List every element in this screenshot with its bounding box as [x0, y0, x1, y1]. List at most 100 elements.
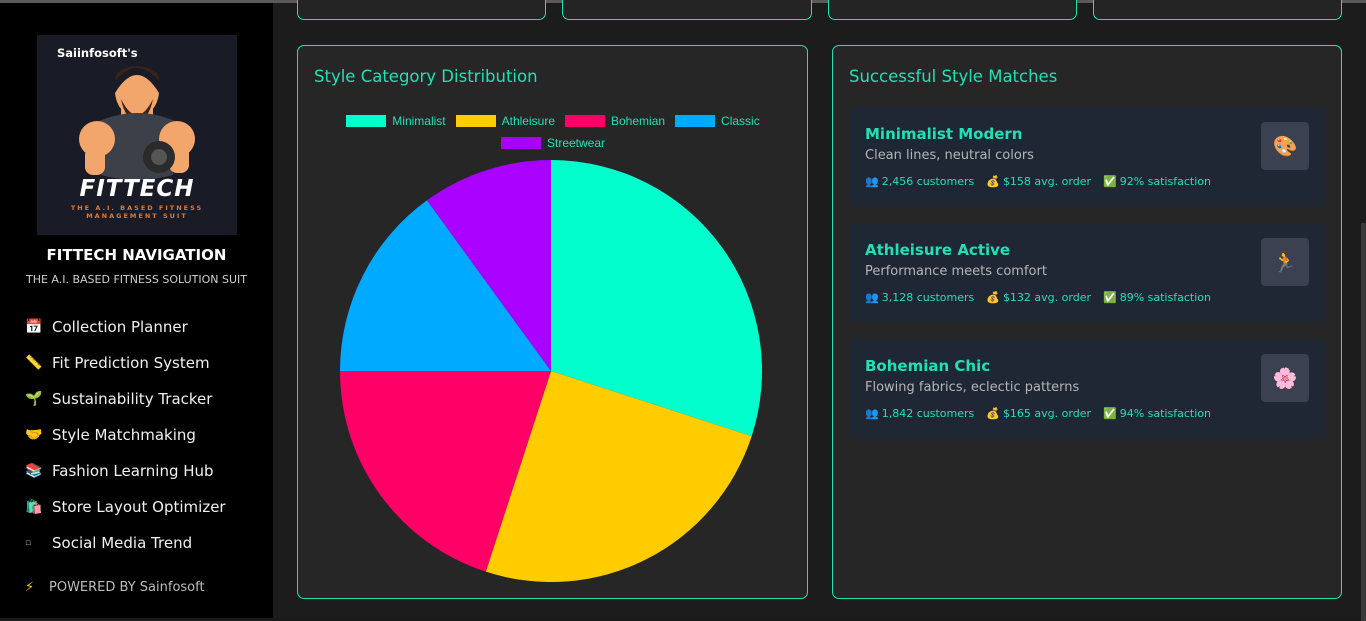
sidebar-item-social-media-trend[interactable]: ▫ Social Media Trend [25, 531, 192, 555]
pie-slice-athleisure[interactable] [485, 371, 752, 582]
customers-stat: 👥 3,128 customers [865, 291, 974, 304]
satisfaction-rate: 92% satisfaction [1119, 175, 1211, 188]
summary-card-stub [562, 0, 812, 20]
nav-subtitle: THE A.I. BASED FITNESS SOLUTION SUIT [25, 273, 248, 286]
avg-order: $158 avg. order [1002, 175, 1091, 188]
sidebar-item-fit-prediction[interactable]: 📏 Fit Prediction System [25, 351, 210, 375]
satisfaction-rate: 94% satisfaction [1119, 407, 1211, 420]
summary-card-stub [1093, 0, 1342, 20]
people-icon: 👥 [865, 291, 879, 304]
check-icon: ✅ [1103, 291, 1117, 304]
customers-stat: 👥 1,842 customers [865, 407, 974, 420]
logo-brand-top: Saiinfosoft's [57, 46, 138, 60]
sidebar-item-label: Fashion Learning Hub [52, 462, 214, 480]
pie-slice-minimalist[interactable] [551, 160, 762, 437]
legend-swatch [500, 137, 541, 149]
legend-swatch [565, 115, 605, 127]
customers-count: 2,456 customers [881, 175, 975, 188]
customers-count: 1,842 customers [881, 407, 975, 420]
order-stat: 💰 $132 avg. order [986, 291, 1091, 304]
sidebar-item-sustainability-tracker[interactable]: 🌱 Sustainability Tracker [25, 387, 212, 411]
sidebar-item-label: Collection Planner [52, 318, 188, 336]
avg-order: $132 avg. order [1002, 291, 1091, 304]
summary-card-stub [828, 0, 1077, 20]
legend-item-athleisure[interactable]: Athleisure [455, 114, 555, 128]
nav-title: FITTECH NAVIGATION [46, 246, 227, 264]
customers-count: 3,128 customers [881, 291, 975, 304]
sidebar-item-label: Store Layout Optimizer [52, 498, 226, 516]
legend-swatch [455, 115, 496, 127]
satisfaction-rate: 89% satisfaction [1119, 291, 1211, 304]
match-description: Flowing fabrics, eclectic patterns [865, 380, 1080, 395]
legend-label: Athleisure [501, 114, 555, 128]
match-description: Performance meets comfort [865, 264, 1047, 279]
match-name: Minimalist Modern [865, 125, 1023, 143]
sidebar-item-fashion-learning-hub[interactable]: 📚 Fashion Learning Hub [25, 459, 214, 483]
match-name: Athleisure Active [865, 241, 1011, 259]
sidebar-item-label: Sustainability Tracker [52, 390, 213, 408]
palette-icon: 🎨 [1261, 122, 1309, 170]
sidebar: Saiinfosoft's FITTECH THE A.I. BASED FIT… [0, 3, 273, 618]
match-stats: 👥 3,128 customers 💰 $132 avg. order ✅ 89% s… [865, 291, 1223, 304]
ruler-icon: 📏 [25, 355, 43, 371]
satisfaction-stat: ✅ 94% satisfaction [1103, 407, 1211, 420]
match-stats: 👥 2,456 customers 💰 $158 avg. order ✅ 92% s… [865, 175, 1223, 188]
sidebar-item-label: Style Matchmaking [52, 426, 196, 444]
style-distribution-panel: Style Category Distribution Minimalist At… [297, 45, 808, 599]
main-content: Style Category Distribution Minimalist At… [273, 0, 1366, 621]
customers-stat: 👥 2,456 customers [865, 175, 974, 188]
match-card-bohemian-chic[interactable]: Bohemian Chic Flowing fabrics, eclectic … [849, 339, 1325, 438]
logo-wordmark: FITTECH [79, 176, 195, 202]
satisfaction-stat: ✅ 89% satisfaction [1103, 291, 1211, 304]
legend-label: Minimalist [392, 114, 446, 128]
people-icon: 👥 [865, 175, 879, 188]
order-stat: 💰 $158 avg. order [986, 175, 1091, 188]
money-bag-icon: 💰 [986, 175, 1000, 188]
match-stats: 👥 1,842 customers 💰 $165 avg. order ✅ 94% s… [865, 407, 1223, 420]
style-pie-chart [340, 160, 762, 582]
seedling-icon: 🌱 [25, 391, 43, 407]
check-icon: ✅ [1103, 407, 1117, 420]
sidebar-item-style-matchmaking[interactable]: 🤝 Style Matchmaking [25, 423, 196, 447]
legend-label: Streetwear [546, 136, 606, 150]
fittech-logo: Saiinfosoft's FITTECH THE A.I. BASED FIT… [37, 35, 237, 235]
legend-item-bohemian[interactable]: Bohemian [565, 114, 665, 128]
calendar-icon: 📅 [25, 319, 43, 335]
legend-label: Bohemian [611, 114, 666, 128]
match-name: Bohemian Chic [865, 357, 991, 375]
panel-title: Style Category Distribution [314, 67, 538, 86]
order-stat: 💰 $165 avg. order [986, 407, 1091, 420]
legend-item-streetwear[interactable]: Streetwear [500, 136, 606, 150]
panel-title: Successful Style Matches [849, 67, 1058, 86]
blossom-icon: 🌸 [1261, 354, 1309, 402]
money-bag-icon: 💰 [986, 291, 1000, 304]
legend-label: Classic [721, 114, 760, 128]
pie-slice-bohemian[interactable] [340, 371, 551, 572]
sidebar-item-store-layout-optimizer[interactable]: 🛍️ Store Layout Optimizer [25, 495, 226, 519]
books-icon: 📚 [25, 463, 43, 479]
legend-item-minimalist[interactable]: Minimalist [346, 114, 446, 128]
pie-slice-classic[interactable] [340, 200, 551, 371]
powered-by-label: POWERED BY Sainfosoft [49, 580, 205, 595]
lightning-icon: ⚡ [25, 580, 35, 595]
runner-icon: 🏃 [1261, 238, 1309, 286]
shopping-bags-icon: 🛍️ [25, 499, 43, 515]
pie-slice-streetwear[interactable] [426, 160, 551, 371]
powered-by: ⚡ POWERED BY Sainfosoft [25, 580, 205, 595]
satisfaction-stat: ✅ 92% satisfaction [1103, 175, 1211, 188]
avg-order: $165 avg. order [1002, 407, 1091, 420]
sidebar-item-collection-planner[interactable]: 📅 Collection Planner [25, 315, 188, 339]
match-card-minimalist-modern[interactable]: Minimalist Modern Clean lines, neutral c… [849, 107, 1325, 206]
bodybuilder-illustration [79, 66, 195, 180]
handshake-icon: 🤝 [25, 427, 43, 443]
page-scrollbar[interactable] [1361, 223, 1366, 621]
match-description: Clean lines, neutral colors [865, 148, 1034, 163]
logo-tagline: THE A.I. BASED FITNESS MANAGEMENT SUIT [70, 204, 204, 220]
check-icon: ✅ [1103, 175, 1117, 188]
chart-legend: Minimalist Athleisure Bohemian Classic Stree… [338, 114, 768, 150]
style-matches-panel: Successful Style Matches Minimalist Mode… [832, 45, 1342, 599]
legend-swatch [346, 115, 387, 127]
match-card-athleisure-active[interactable]: Athleisure Active Performance meets comf… [849, 223, 1325, 322]
people-icon: 👥 [865, 407, 879, 420]
legend-item-classic[interactable]: Classic [675, 114, 760, 128]
